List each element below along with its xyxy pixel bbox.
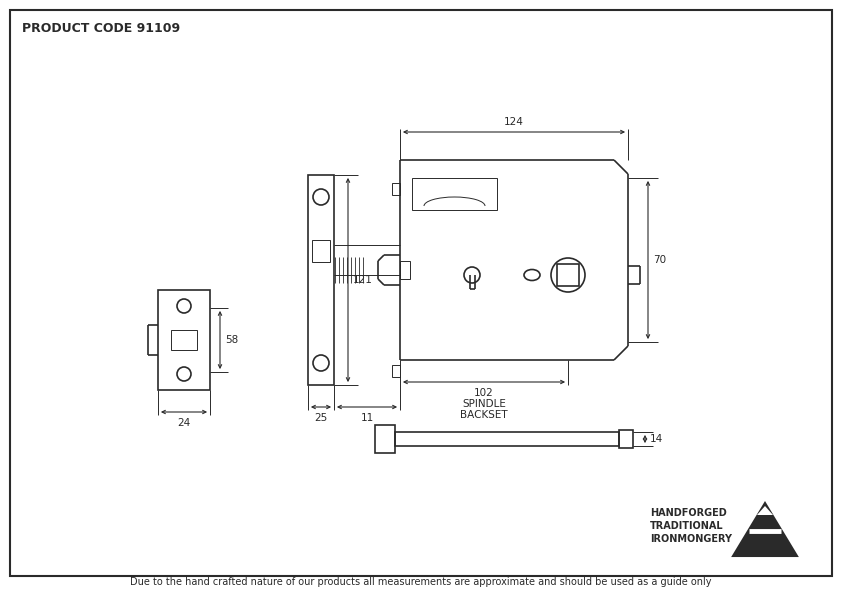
Polygon shape xyxy=(733,503,797,556)
Bar xyxy=(158,290,210,390)
Bar xyxy=(312,240,330,262)
Text: PRODUCT CODE 91109: PRODUCT CODE 91109 xyxy=(22,21,180,35)
Text: 58: 58 xyxy=(225,335,238,345)
Text: IRONMONGERY: IRONMONGERY xyxy=(650,534,732,544)
Text: 121: 121 xyxy=(353,275,373,285)
Text: HANDFORGED: HANDFORGED xyxy=(650,508,727,518)
Bar xyxy=(171,330,197,350)
Bar xyxy=(400,261,410,279)
Text: Due to the hand crafted nature of our products all measurements are approximate : Due to the hand crafted nature of our pr… xyxy=(131,577,711,587)
Bar xyxy=(308,175,334,385)
Text: SPINDLE: SPINDLE xyxy=(462,399,506,409)
Bar xyxy=(412,178,497,210)
Text: 25: 25 xyxy=(314,413,328,423)
Bar xyxy=(557,264,579,286)
Bar xyxy=(392,183,400,195)
Text: BACKSET: BACKSET xyxy=(461,410,508,420)
Bar xyxy=(395,432,619,446)
Text: TRADITIONAL: TRADITIONAL xyxy=(650,521,723,531)
Bar xyxy=(375,425,395,453)
Bar xyxy=(619,430,633,448)
Text: 24: 24 xyxy=(178,418,190,428)
Text: 14: 14 xyxy=(650,434,663,444)
Text: 11: 11 xyxy=(360,413,374,423)
Text: 124: 124 xyxy=(504,117,524,127)
Text: 70: 70 xyxy=(653,255,666,265)
Polygon shape xyxy=(757,506,773,515)
Bar xyxy=(392,365,400,377)
Text: 102: 102 xyxy=(474,388,494,398)
